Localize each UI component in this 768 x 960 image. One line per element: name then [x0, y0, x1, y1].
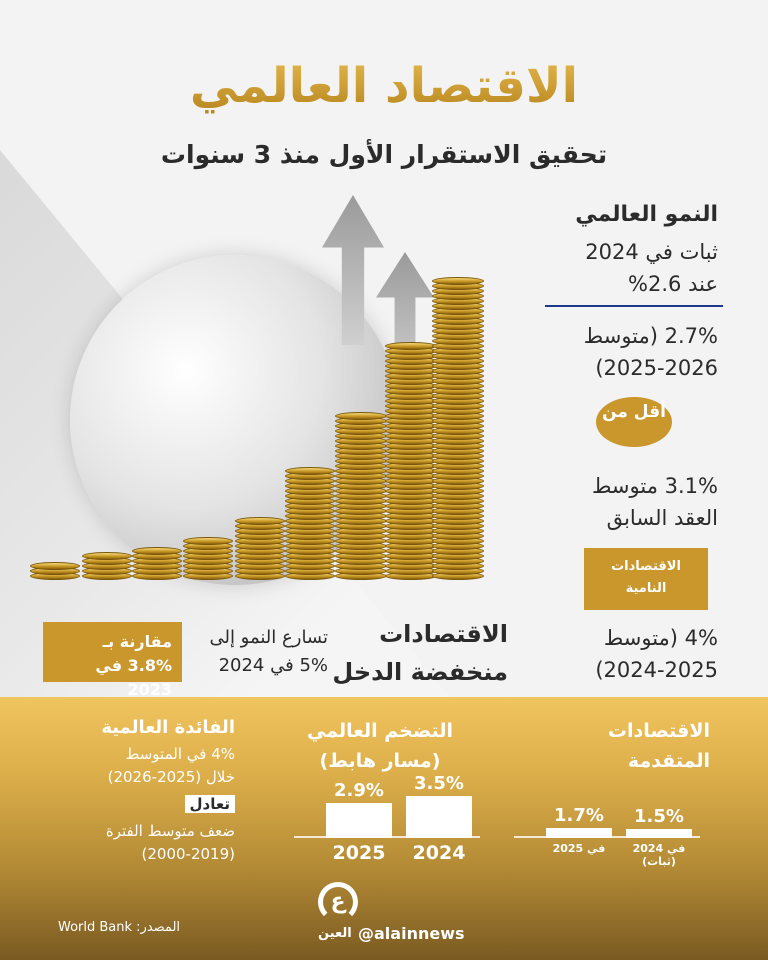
bar-value: 3.5%: [414, 773, 464, 794]
global-growth-heading: النمو العالمي: [575, 202, 718, 227]
heading-line: التضخم العالمي: [307, 720, 453, 742]
inflation-heading: التضخم العالمي (مسار هابط): [290, 716, 470, 776]
bar: [546, 827, 612, 838]
text-line: (2000-2019): [141, 845, 235, 863]
text-line: ضعف متوسط الفترة: [105, 822, 235, 840]
developing-economies-badge: الاقتصادات النامية: [584, 548, 708, 610]
social-handle[interactable]: @alainnews: [358, 924, 465, 943]
low-income-text: تسارع النمو إلى 5% في 2024: [209, 624, 328, 680]
coin-stacks-image: [30, 277, 484, 580]
low-income-heading: الاقتصادات منخفضة الدخل: [332, 615, 508, 691]
coin: [385, 342, 437, 350]
developing-period: 2024-2025): [595, 658, 718, 682]
text-line: مقارنة بـ: [102, 632, 172, 651]
bar-label: في 2024 (ثبات): [632, 842, 686, 868]
growth-average-period: 2025-2026): [595, 356, 718, 380]
badge-line: الاقتصادات: [611, 559, 681, 574]
text-line: تسارع النمو إلى: [209, 627, 328, 648]
text-line: 4% في المتوسط: [125, 745, 236, 763]
text-line: خلال (2025-2026): [107, 768, 235, 786]
bar-value: 2.9%: [334, 780, 384, 802]
badge-line: النامية: [625, 581, 667, 596]
global-growth-text: عند 2.6%: [628, 272, 718, 296]
heading-line: منخفضة الدخل: [332, 658, 508, 686]
bar-value: 1.7%: [554, 804, 604, 826]
coin: [82, 552, 132, 560]
bar: [406, 796, 472, 838]
text-line: 3.8% في 2023: [95, 656, 172, 699]
text-line: 5% في 2024: [218, 655, 328, 676]
bar-value: 1.5%: [634, 806, 684, 827]
divider: [545, 305, 723, 307]
coin: [235, 517, 285, 525]
growth-average: 2.7% (متوسط: [583, 324, 718, 348]
bar-label: في 2025: [552, 842, 606, 855]
advanced-heading: الاقتصادات المتقدمة: [510, 716, 710, 776]
coin: [285, 467, 335, 475]
bar: [626, 829, 692, 838]
advanced-bar-chart: 1.5% في 2024 (ثبات) 1.7% في 2025: [514, 790, 700, 868]
less-than-badge: أقل من: [596, 397, 672, 447]
interest-section: الفائدة العالمية 4% في المتوسط خلال (202…: [70, 716, 235, 866]
heading-line: الاقتصادات: [379, 620, 508, 648]
coin: [183, 537, 233, 545]
source-text: المصدر: World Bank: [58, 920, 181, 935]
comparison-box: مقارنة بـ 3.8% في 2023: [43, 622, 182, 699]
page-subtitle: تحقيق الاستقرار الأول منذ 3 سنوات: [160, 140, 608, 169]
bar-label: 2025: [332, 842, 386, 864]
coin: [132, 547, 182, 555]
global-growth-text: ثبات في 2024: [585, 240, 718, 264]
bar-label: 2024: [412, 842, 466, 864]
coin: [432, 277, 484, 285]
coin: [30, 562, 80, 570]
developing-average: 4% (متوسط: [603, 626, 718, 650]
bar: [326, 803, 392, 838]
alain-logo-icon: ع: [318, 882, 358, 922]
previous-decade-label: العقد السابق: [606, 506, 718, 530]
equals-tag: تعادل: [184, 795, 235, 813]
heading-line: الاقتصادات: [607, 720, 710, 742]
previous-decade-average: 3.1% متوسط: [592, 474, 718, 498]
inflation-bar-chart: 3.5% 2024 2.9% 2025: [294, 773, 480, 864]
coin: [335, 412, 387, 420]
heading-line: (مسار هابط): [319, 750, 441, 772]
heading-line: المتقدمة: [627, 750, 710, 772]
interest-heading: الفائدة العالمية: [101, 717, 235, 738]
page-title: الاقتصاد العالمي: [0, 58, 768, 114]
logo-text: العين: [318, 926, 352, 941]
